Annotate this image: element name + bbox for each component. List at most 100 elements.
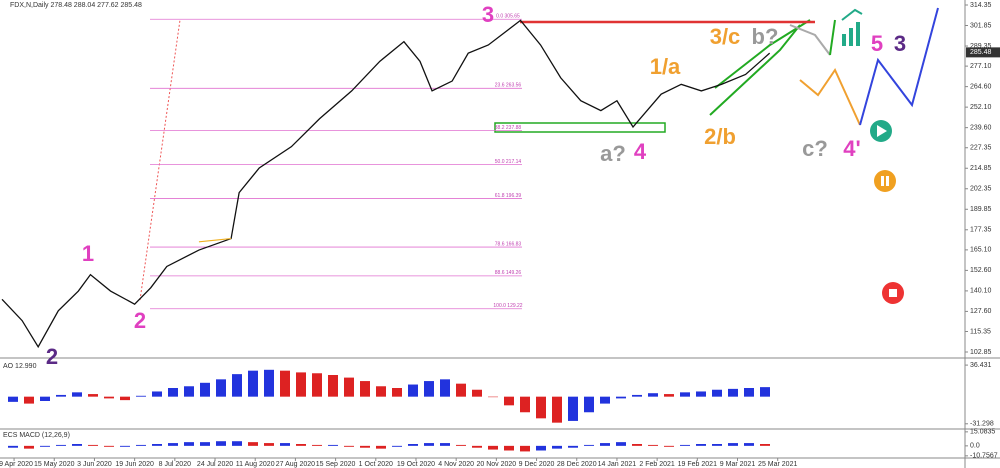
histogram-bar (696, 444, 706, 446)
histogram-bar (232, 441, 242, 446)
histogram-bar (632, 394, 642, 397)
histogram-bar (664, 445, 674, 447)
y-tick-label: 102.85 (970, 349, 992, 356)
wave-label: 2/b (704, 124, 736, 149)
x-tick-label: 20 Nov 2020 (477, 461, 517, 468)
fib-label: 61.8 196.39 (495, 193, 522, 199)
histogram-bar (200, 442, 210, 446)
histogram-bar (456, 383, 466, 397)
histogram-bar (280, 370, 290, 397)
histogram-bar (392, 388, 402, 397)
x-tick-label: 4 Nov 2020 (438, 461, 474, 468)
bar-icon (842, 22, 860, 46)
histogram-bar (248, 442, 258, 446)
x-tick-label: 19 Oct 2020 (397, 461, 435, 468)
x-tick-label: 25 Mar 2021 (758, 461, 797, 468)
channel-line (709, 24, 801, 116)
histogram-bar (568, 396, 578, 421)
histogram-bar (584, 396, 594, 413)
wave-label: b? (752, 24, 779, 49)
y-tick-label: 239.60 (970, 124, 992, 131)
histogram-bar (488, 396, 498, 398)
wave-label: 5 (871, 31, 883, 56)
panel-label: ECS MACD (12,26,9) (3, 432, 70, 439)
histogram-bar (712, 444, 722, 446)
wave-label: c? (802, 136, 828, 161)
y-tick-label: 252.10 (970, 104, 992, 111)
y-tick-label: 189.85 (970, 206, 992, 213)
wave-label: a? (600, 141, 626, 166)
histogram-bar (328, 375, 338, 397)
histogram-bar (488, 445, 498, 450)
histogram-bar (664, 394, 674, 397)
y-tick-label: 15.0835 (970, 429, 995, 436)
histogram-bar (168, 388, 178, 397)
histogram-bar (728, 388, 738, 397)
histogram-bar (568, 445, 578, 448)
histogram-bar (152, 444, 162, 446)
fib-label: 50.0 217.14 (495, 159, 522, 165)
x-tick-label: 1 Oct 2020 (359, 461, 393, 468)
histogram-bar (552, 445, 562, 449)
x-tick-label: 27 Aug 2020 (276, 461, 315, 468)
histogram-bar (472, 389, 482, 397)
histogram-bar (328, 444, 338, 446)
histogram-bar (104, 396, 114, 399)
histogram-bar (728, 443, 738, 446)
histogram-bar (264, 443, 274, 446)
histogram-bar (72, 444, 82, 446)
histogram-bar (648, 444, 658, 446)
histogram-bar (184, 386, 194, 397)
histogram-bar (408, 444, 418, 446)
stop-button[interactable] (882, 282, 904, 304)
wave-projection (799, 67, 861, 126)
histogram-bar (696, 391, 706, 397)
wave-label: 1 (82, 241, 94, 266)
histogram-bar (24, 396, 34, 404)
histogram-bar (184, 442, 194, 446)
fib-label: 78.6 166.83 (495, 241, 522, 247)
y-tick-label: 140.10 (970, 288, 992, 295)
histogram-bar (296, 372, 306, 397)
histogram-bar (680, 392, 690, 397)
x-tick-label: 2 Feb 2021 (639, 461, 675, 468)
y-tick-label: 36.431 (970, 362, 992, 369)
wave-label: 2 (134, 308, 146, 333)
wave-projection (859, 7, 939, 126)
last-price-label: 285.48 (970, 49, 992, 56)
histogram-bar (8, 445, 18, 448)
y-tick-label: 115.35 (970, 328, 991, 335)
histogram-bar (616, 442, 626, 446)
wave-label: 2 (46, 344, 58, 369)
histogram-bar (296, 444, 306, 446)
wave-label: 3 (894, 31, 906, 56)
histogram-bar (600, 443, 610, 446)
histogram-bar (616, 396, 626, 399)
histogram-bar (424, 443, 434, 446)
y-tick-label: 202.35 (970, 186, 992, 193)
x-tick-label: 19 Jun 2020 (115, 461, 154, 468)
panel-label: AO 12.990 (3, 363, 37, 370)
y-tick-label: 314.35 (970, 2, 992, 9)
play-button[interactable] (870, 120, 892, 142)
y-tick-label: 289.35 (970, 43, 992, 50)
histogram-bar (648, 393, 658, 397)
histogram-bar (88, 444, 98, 446)
y-tick-label: 264.60 (970, 83, 992, 90)
histogram-bar (136, 444, 146, 446)
x-tick-label: 14 Jan 2021 (598, 461, 637, 468)
histogram-bar (536, 445, 546, 451)
wave-label: 3 (482, 2, 494, 27)
y-tick-label: 277.10 (970, 63, 992, 70)
x-tick-label: 9 Dec 2020 (519, 461, 555, 468)
histogram-bar (408, 384, 418, 397)
histogram-bar (712, 389, 722, 397)
histogram-bar (600, 396, 610, 404)
histogram-bar (376, 386, 386, 397)
histogram-bar (520, 396, 530, 413)
pause-button[interactable] (874, 170, 896, 192)
histogram-bar (504, 445, 514, 451)
histogram-bar (200, 382, 210, 397)
histogram-bar (56, 444, 66, 446)
histogram-bar (744, 388, 754, 397)
